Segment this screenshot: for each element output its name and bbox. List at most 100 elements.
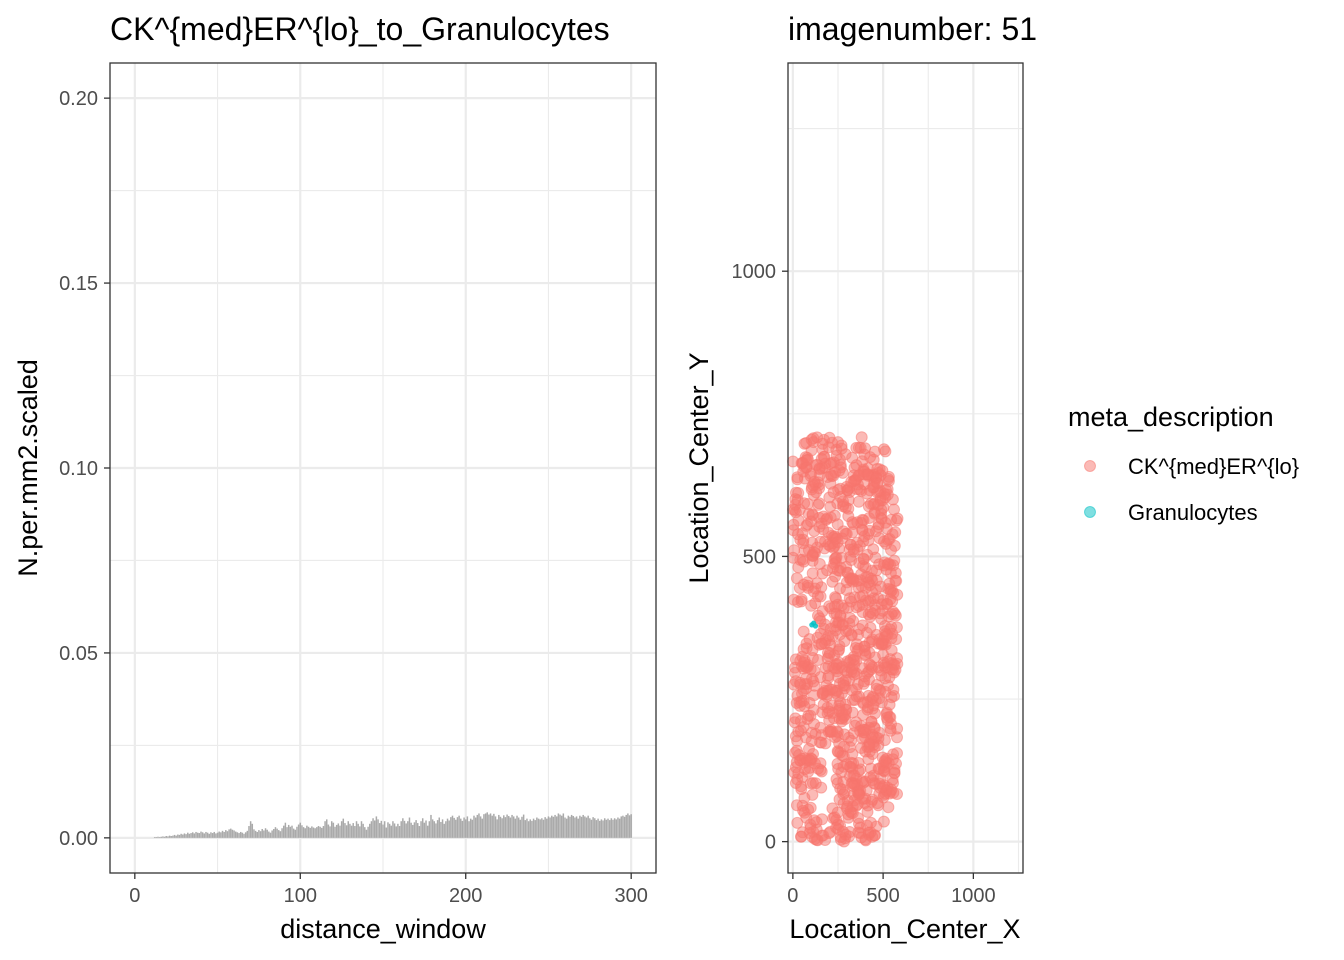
bar [602,820,604,838]
bar [269,832,272,838]
scatter-point-ck-med-er-lo [886,595,899,608]
bar [521,816,523,838]
scatter-point-ck-med-er-lo [800,642,813,655]
scatter-point-ck-med-er-lo [808,679,821,692]
scatter-point-ck-med-er-lo [847,615,860,627]
bar [466,816,469,838]
scatter-point-ck-med-er-lo [787,593,800,606]
bar [273,828,275,838]
scatter-plot-y-axis-title: Location_Center_Y [684,352,714,583]
bar [201,832,204,838]
bar [610,818,613,838]
scatter-point-ck-med-er-lo [817,510,830,523]
bar [599,820,601,838]
bar [183,833,186,838]
bar [249,821,252,838]
bar [551,815,553,838]
scatter-point-ck-med-er-lo [822,646,834,659]
bar [375,816,378,838]
bar [473,815,475,838]
bar [362,823,364,838]
bar [332,822,335,838]
bar [218,831,220,838]
scatter-point-ck-med-er-lo [816,813,828,826]
scatter-point-ck-med-er-lo [831,497,844,510]
scatter-point-ck-med-er-lo [855,831,868,844]
scatter-point-ck-med-er-lo [810,486,823,499]
bar [512,816,515,838]
scatter-point-ck-med-er-lo [833,643,846,656]
bar [251,823,254,838]
bar [546,818,548,838]
bar [405,823,407,838]
bar [321,827,323,838]
scatter-point-ck-med-er-lo [804,754,817,767]
bar [618,818,621,838]
scatter-point-ck-med-er-lo [813,463,826,476]
bar [330,821,333,838]
scatter-point-ck-med-er-lo [819,737,832,750]
bar [403,820,406,838]
bar [559,814,561,838]
bar-chart-y-axis-title: N.per.mm2.scaled [13,359,43,577]
bar [549,817,551,838]
scatter-point-ck-med-er-lo [815,829,828,842]
scatter-point-ck-med-er-lo [863,658,876,671]
scatter-point-ck-med-er-lo [829,624,842,637]
bar [483,814,485,838]
bar [407,821,409,838]
bar [572,816,575,838]
scatter-point-ck-med-er-lo [891,657,904,670]
bar [193,833,196,838]
scatter-point-ck-med-er-lo [858,478,871,491]
scatter-point-ck-med-er-lo [848,719,861,732]
scatter-point-ck-med-er-lo [809,777,822,790]
bar [479,816,482,838]
scatter-point-ck-med-er-lo [832,564,844,577]
bar-chart-y-tick-label: 0.15 [59,273,98,295]
bar [369,823,371,838]
bar [157,836,159,838]
scatter-point-ck-med-er-lo [814,535,827,548]
scatter-point-ck-med-er-lo [788,766,801,779]
bar [392,821,394,838]
scatter-point-ck-med-er-lo [888,539,901,552]
scatter-point-ck-med-er-lo [886,773,899,786]
scatter-point-ck-med-er-lo [815,765,828,778]
scatter-point-ck-med-er-lo [839,527,852,540]
bar [314,828,316,838]
bar [349,823,351,838]
bar [418,826,421,838]
scatter-point-ck-med-er-lo [877,559,890,572]
bar [460,818,462,838]
bar [387,822,389,838]
bar [630,814,632,838]
bar [278,830,280,838]
bar [555,816,558,838]
scatter-point-ck-med-er-lo [820,690,833,703]
scatter-point-ck-med-er-lo [853,817,865,830]
bar [534,820,536,838]
bar [253,829,255,838]
bar [463,817,465,838]
bar [221,830,224,838]
bar-chart-x-tick-label: 200 [449,885,482,907]
bar [595,820,598,838]
bar [266,829,268,838]
scatter-point-ck-med-er-lo [806,549,819,562]
bar [511,814,513,838]
bar [359,826,361,838]
bar [488,814,490,838]
bar-chart-title: CK^{med}ER^{lo}_to_Granulocytes [110,11,610,47]
bar [309,827,311,838]
bar [286,827,288,838]
bar [600,819,603,838]
bar [231,829,234,838]
scatter-point-ck-med-er-lo [808,475,821,488]
bar [522,814,525,838]
scatter-point-ck-med-er-lo [891,747,903,760]
bar [287,824,290,838]
scatter-point-ck-med-er-lo [866,607,879,620]
bar [441,819,444,838]
bar [590,819,593,838]
